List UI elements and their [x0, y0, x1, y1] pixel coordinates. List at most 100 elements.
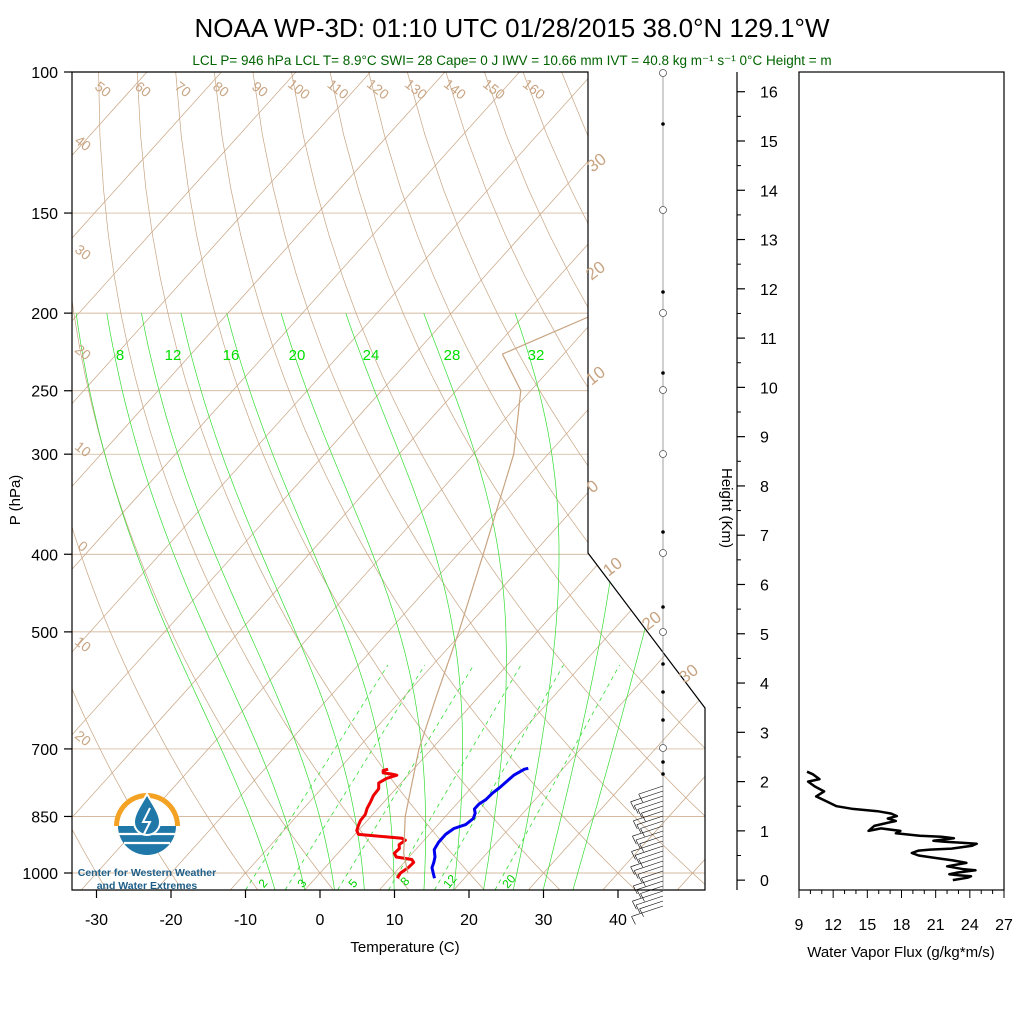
- wind-barb-flag: [638, 858, 643, 868]
- wind-barb-flag: [638, 793, 643, 803]
- wind-barb: [631, 905, 664, 917]
- height-tick-label: 9: [760, 430, 769, 447]
- moist-adiabat-line: [512, 312, 560, 890]
- isotherm-label-left: 20: [72, 341, 94, 363]
- flux-line: [806, 770, 978, 882]
- wind-barb: [630, 790, 664, 803]
- height-tick-label: 5: [760, 627, 769, 644]
- isotherm-line: [72, 72, 665, 890]
- isotherm-label-top: 50: [92, 78, 114, 100]
- isotherm-line: [72, 72, 705, 890]
- wind-barb: [635, 845, 664, 856]
- dry-adiabat-line: [390, 72, 705, 890]
- wind-barb-flag: [633, 805, 639, 814]
- flux-x-axis-title: Water Vapor Flux (g/kg*m/s): [807, 944, 995, 961]
- isotherm-line: [72, 72, 367, 890]
- x-tick-label: -30: [85, 912, 108, 929]
- mixing-ratio-label-top: 28: [444, 347, 461, 364]
- wind-barb-flag: [631, 851, 636, 860]
- flux-series: [806, 770, 978, 882]
- y-tick-label: 1000: [22, 866, 58, 883]
- wind-barb-flag: [636, 824, 642, 833]
- isotherm-label-top: 130: [402, 76, 430, 103]
- wind-barb-flag: [631, 916, 636, 925]
- isotherm-label-top: 120: [364, 76, 392, 103]
- mixing-ratio-label-bottom: 8: [397, 874, 412, 888]
- wind-barb: [637, 865, 664, 875]
- height-tick-label: 3: [760, 725, 769, 742]
- dry-adiabat-line: [753, 0, 1024, 906]
- water-drop-logo-icon: [114, 792, 180, 855]
- y-tick-label: 250: [31, 384, 58, 401]
- isotherm-label-right: 20: [582, 257, 609, 284]
- height-tick-label: 13: [760, 233, 778, 250]
- flux-tick-label: 24: [961, 917, 979, 934]
- dry-adiabat-line: [607, 72, 705, 890]
- wind-barb-column: [630, 69, 667, 925]
- dry-adiabat-line: [535, 72, 705, 890]
- parcel-line: [403, 72, 705, 874]
- x-tick-label: 30: [535, 912, 553, 929]
- wind-barb-flag: [633, 885, 638, 895]
- calm-wind-circle: [659, 744, 667, 752]
- mixing-ratio-line: [337, 664, 475, 890]
- chart-subtitle: LCL P= 946 hPa LCL T= 8.9°C SWI= 28 Cape…: [192, 53, 831, 68]
- wind-barb: [640, 885, 664, 894]
- dry-adiabat-line: [281, 72, 705, 890]
- height-tick-label: 6: [760, 577, 769, 594]
- wind-barb: [635, 895, 664, 906]
- mixing-ratio-label-top: 32: [528, 347, 545, 364]
- mixing-ratio-line: [434, 664, 564, 890]
- moist-adiabat-line: [106, 313, 306, 890]
- wind-dot: [661, 718, 665, 722]
- flux-tick-label: 15: [858, 917, 876, 934]
- isotherm-label-left: 40: [72, 132, 94, 154]
- calm-wind-circle: [659, 206, 667, 214]
- moist-adiabat-line: [542, 313, 624, 890]
- y-tick-label: 700: [31, 742, 58, 759]
- x-tick-label: 10: [386, 912, 404, 929]
- height-axis-title: Height (Km): [718, 468, 735, 548]
- wind-barb-flag: [639, 843, 644, 852]
- wind-barb: [632, 890, 664, 902]
- wind-barb: [639, 835, 664, 845]
- height-tick-label: 7: [760, 528, 769, 545]
- moist-adiabat-line: [226, 313, 395, 890]
- wind-dot: [661, 760, 665, 764]
- moist-adiabat-line: [280, 312, 427, 890]
- isotherm-label-top: 70: [172, 78, 194, 100]
- isotherm-line: [72, 72, 292, 890]
- mixing-ratio-label-top: 20: [289, 347, 306, 364]
- temperature-line: [355, 767, 416, 879]
- isotherm-line: [513, 72, 705, 890]
- wind-barbs: [630, 69, 667, 925]
- isotherm-label-left: 30: [72, 241, 94, 263]
- moist-adiabat-line: [141, 313, 335, 890]
- wind-barb: [636, 880, 664, 890]
- flux-axis-ticks: 9 12 15 18 21 24 27: [795, 890, 1013, 934]
- wind-dot: [661, 530, 665, 534]
- isotherm-labels: 50 60 70 80 90 100 110 120 130 140 150 160403020100…: [72, 76, 702, 750]
- isotherm-line: [72, 72, 441, 890]
- moist-adiabat-line: [345, 312, 463, 890]
- isotherm-label-right: 30: [675, 660, 702, 687]
- isotherm-label-top: 160: [520, 76, 548, 103]
- wind-barb-flag: [634, 855, 640, 864]
- flux-tick-label: 18: [893, 917, 911, 934]
- skewt-y-axis-title: P (hPa): [7, 475, 24, 526]
- calm-wind-circle: [659, 69, 667, 77]
- wind-dot: [661, 122, 665, 126]
- sounding-series: [355, 72, 705, 879]
- isotherm-label-top: 110: [324, 76, 352, 102]
- y-tick-label: 100: [31, 65, 58, 82]
- isotherm-line: [662, 72, 705, 890]
- wind-barb-flag: [637, 874, 643, 883]
- mixing-ratio-label-top: 24: [363, 347, 380, 364]
- mixing-ratio-labels: 8 12 16 20 24 28 322 3 5 8 12 20: [116, 347, 545, 891]
- dry-adiabat-line: [72, 72, 347, 890]
- isotherm-label-top: 60: [132, 78, 154, 100]
- dry-adiabat-line: [209, 72, 653, 890]
- dry-adiabat-line: [354, 72, 705, 890]
